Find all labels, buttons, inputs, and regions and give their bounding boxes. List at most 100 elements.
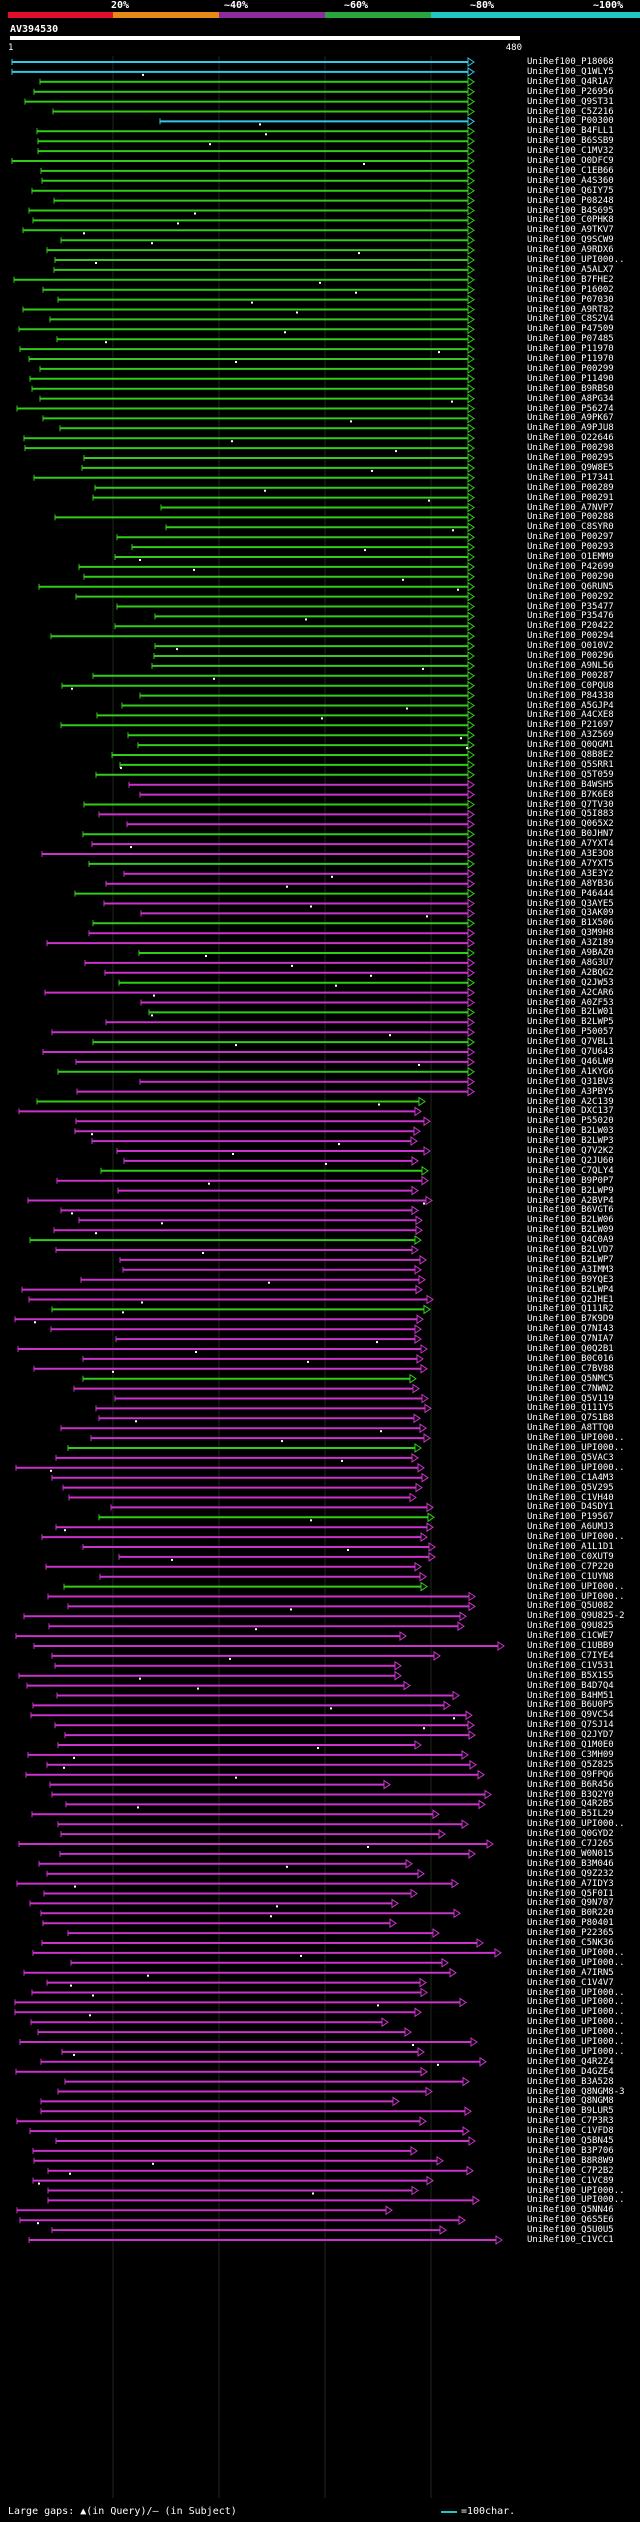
hit-label[interactable]: UniRef100_P00300 (527, 116, 614, 127)
hit-label[interactable]: UniRef100_B8R8W9 (527, 2155, 614, 2166)
hit-label[interactable]: UniRef100_P55020 (527, 1116, 614, 1127)
hit-label[interactable]: UniRef100_P20422 (527, 621, 614, 632)
hit-label[interactable]: UniRef100_Q7SJ14 (527, 1720, 614, 1731)
hit-label[interactable]: UniRef100_C7P3R3 (527, 2116, 614, 2127)
hit-label[interactable]: UniRef100_A9RT82 (527, 304, 614, 315)
hit-label[interactable]: UniRef100_A8PG34 (527, 393, 614, 404)
hit-label[interactable]: UniRef100_B4WSH5 (527, 779, 614, 790)
hit-label[interactable]: UniRef100_P35477 (527, 601, 614, 612)
hit-label[interactable]: UniRef100_A8YB36 (527, 878, 614, 889)
hit-label[interactable]: UniRef100_UPI000.. (527, 2195, 625, 2206)
hit-label[interactable]: UniRef100_B3Q2Y0 (527, 1789, 614, 1800)
hit-label[interactable]: UniRef100_A1KYG6 (527, 1066, 614, 1077)
hit-label[interactable]: UniRef100_Q111R2 (527, 1304, 614, 1315)
hit-label[interactable]: UniRef100_Q5NN46 (527, 2205, 614, 2216)
hit-label[interactable]: UniRef100_Q9FPQ6 (527, 1769, 614, 1780)
hit-label[interactable]: UniRef100_B3M046 (527, 1858, 614, 1869)
hit-label[interactable]: UniRef100_C1UBB9 (527, 1641, 614, 1651)
hit-label[interactable]: UniRef100_Q9N707 (527, 1898, 614, 1909)
hit-label[interactable]: UniRef100_Q5V119 (527, 1393, 614, 1404)
hit-label[interactable]: UniRef100_A2BQG2 (527, 967, 614, 978)
hit-label[interactable]: UniRef100_B7K9D9 (527, 1314, 614, 1325)
hit-label[interactable]: UniRef100_C7QLY4 (527, 1165, 614, 1176)
hit-label[interactable]: UniRef100_Q46LW9 (527, 1056, 614, 1067)
hit-label[interactable]: UniRef100_P84338 (527, 690, 614, 701)
hit-label[interactable]: UniRef100_A9PJU8 (527, 423, 614, 434)
hit-label[interactable]: UniRef100_Q1M0E0 (527, 1740, 614, 1750)
hit-label[interactable]: UniRef100_C7BV88 (527, 1363, 614, 1374)
hit-label[interactable]: UniRef100_C5Z216 (527, 106, 614, 117)
hit-label[interactable]: UniRef100_P16002 (527, 284, 614, 295)
hit-label[interactable]: UniRef100_B2LWP3 (527, 1136, 614, 1147)
hit-label[interactable]: UniRef100_Q0QGM1 (527, 740, 614, 751)
hit-label[interactable]: UniRef100_C8S2V4 (527, 314, 614, 325)
hit-label[interactable]: UniRef100_A7YXT4 (527, 839, 614, 850)
hit-label[interactable]: UniRef100_A0ZF53 (527, 997, 614, 1008)
hit-label[interactable]: UniRef100_B2LWP5 (527, 1017, 614, 1028)
hit-label[interactable]: UniRef100_Q5T059 (527, 769, 614, 780)
hit-label[interactable]: UniRef100_A2CAR6 (527, 987, 614, 998)
hit-label[interactable]: UniRef100_UPI000.. (527, 1591, 625, 1602)
hit-label[interactable]: UniRef100_Q0Q2B1 (527, 1344, 614, 1354)
hit-label[interactable]: UniRef100_A2BVP4 (527, 1195, 614, 1206)
hit-label[interactable]: UniRef100_B6SSB9 (527, 136, 614, 147)
hit-label[interactable]: UniRef100_A6UMJ3 (527, 1522, 614, 1533)
hit-label[interactable]: UniRef100_Q4R1A7 (527, 76, 614, 87)
hit-label[interactable]: UniRef100_UPI000.. (527, 1987, 625, 1998)
hit-label[interactable]: UniRef100_Q31BV3 (527, 1076, 614, 1087)
hit-label[interactable]: UniRef100_A5GJP4 (527, 700, 614, 711)
hit-label[interactable]: UniRef100_P00289 (527, 482, 614, 493)
hit-label[interactable]: UniRef100_P35476 (527, 611, 614, 622)
hit-label[interactable]: UniRef100_A3Z189 (527, 938, 614, 949)
hit-label[interactable]: UniRef100_B2LWP7 (527, 1254, 614, 1265)
hit-label[interactable]: UniRef100_A7YXT5 (527, 858, 614, 869)
hit-label[interactable]: UniRef100_B0R220 (527, 1908, 614, 1919)
hit-label[interactable]: UniRef100_Q6IY75 (527, 185, 614, 196)
hit-label[interactable]: UniRef100_Q9VC54 (527, 1710, 614, 1721)
hit-label[interactable]: UniRef100_Q7NIA7 (527, 1334, 614, 1345)
hit-label[interactable]: UniRef100_P17341 (527, 472, 614, 483)
hit-label[interactable]: UniRef100_UPI000.. (527, 2046, 625, 2057)
hit-label[interactable]: UniRef100_C5NK36 (527, 1938, 614, 1948)
hit-label[interactable]: UniRef100_C1VH40 (527, 1492, 614, 1503)
hit-label[interactable]: UniRef100_Q5BN45 (527, 2136, 614, 2146)
hit-label[interactable]: UniRef100_Q5F0I1 (527, 1888, 614, 1899)
hit-label[interactable]: UniRef100_P11490 (527, 373, 614, 384)
hit-label[interactable]: UniRef100_B2LW09 (527, 1225, 614, 1236)
hit-label[interactable]: UniRef100_A3Z569 (527, 730, 614, 741)
hit-label[interactable]: UniRef100_C1VFD8 (527, 2126, 614, 2137)
hit-label[interactable]: UniRef100_C0PHK8 (527, 215, 614, 226)
hit-label[interactable]: UniRef100_P00296 (527, 651, 614, 661)
hit-label[interactable]: UniRef100_C0XUT9 (527, 1551, 614, 1562)
hit-label[interactable]: UniRef100_P42699 (527, 561, 614, 572)
hit-label[interactable]: UniRef100_O22646 (527, 433, 614, 444)
hit-label[interactable]: UniRef100_Q9W8E5 (527, 462, 614, 473)
hit-label[interactable]: UniRef100_A9PK67 (527, 413, 614, 424)
hit-label[interactable]: UniRef100_C7NWN2 (527, 1383, 614, 1394)
hit-label[interactable]: UniRef100_Q5U082 (527, 1601, 614, 1612)
hit-label[interactable]: UniRef100_C7IYE4 (527, 1650, 614, 1661)
hit-label[interactable]: UniRef100_C0PQU8 (527, 680, 614, 691)
hit-label[interactable]: UniRef100_B2LWP9 (527, 1185, 614, 1196)
hit-label[interactable]: UniRef100_P26956 (527, 86, 614, 97)
hit-label[interactable]: UniRef100_C1V531 (527, 1660, 614, 1671)
hit-label[interactable]: UniRef100_P08248 (527, 195, 614, 206)
hit-label[interactable]: UniRef100_B2LWP4 (527, 1284, 614, 1295)
hit-label[interactable]: UniRef100_A7IRN5 (527, 1967, 614, 1978)
hit-label[interactable]: UniRef100_O010V2 (527, 641, 614, 652)
hit-label[interactable]: UniRef100_Q8NGM8-3 (527, 2086, 625, 2097)
hit-label[interactable]: UniRef100_Q2JU60 (527, 1155, 614, 1166)
hit-label[interactable]: UniRef100_UPI000.. (527, 1581, 625, 1592)
hit-label[interactable]: UniRef100_Q9ST31 (527, 96, 614, 107)
hit-label[interactable]: UniRef100_C1EB66 (527, 165, 614, 176)
hit-label[interactable]: UniRef100_Q4R2B5 (527, 1799, 614, 1810)
hit-label[interactable]: UniRef100_Q7U643 (527, 1047, 614, 1057)
hit-label[interactable]: UniRef100_P50057 (527, 1027, 614, 1038)
hit-label[interactable]: UniRef100_C1UYN8 (527, 1571, 614, 1582)
hit-label[interactable]: UniRef100_C1V4V7 (527, 1977, 614, 1988)
hit-label[interactable]: UniRef100_Q3AK09 (527, 908, 614, 919)
hit-label[interactable]: UniRef100_P00288 (527, 512, 614, 523)
hit-label[interactable]: UniRef100_B1X506 (527, 918, 614, 929)
hit-label[interactable]: UniRef100_C7P2B2 (527, 2165, 614, 2176)
hit-label[interactable]: UniRef100_Q1WLY5 (527, 66, 614, 77)
